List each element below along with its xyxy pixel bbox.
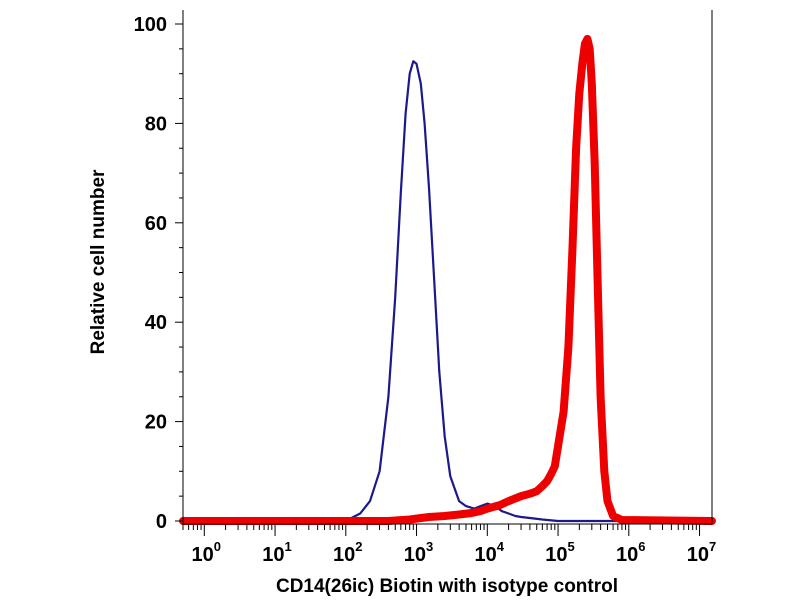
x-tick-label: 102 (333, 539, 362, 566)
x-tick-label: 100 (192, 539, 221, 566)
x-tick-label: 103 (404, 539, 433, 566)
x-tick-label: 105 (545, 539, 574, 566)
series-line-1 (181, 60, 714, 523)
x-axis-title: CD14(26ic) Biotin with isotype control (276, 576, 618, 597)
y-axis-title: Relative cell number (88, 169, 109, 354)
y-tick-label: 40 (145, 312, 167, 334)
y-tick-label: 80 (145, 113, 167, 135)
y-ticks: 0 20 40 60 80 100 (134, 14, 183, 533)
x-ticks: 100 101 102 103 104 105 106 107 (182, 524, 716, 566)
axes-layer (182, 10, 713, 525)
series-line-2 (179, 34, 716, 525)
x-tick-label: 106 (616, 539, 645, 566)
y-tick-label: 0 (156, 511, 167, 533)
y-tick-label: 20 (145, 412, 167, 434)
y-tick-label: 100 (134, 14, 167, 36)
x-tick-label: 101 (262, 539, 291, 566)
y-tick-label: 60 (145, 213, 167, 235)
series-layer (179, 34, 716, 525)
x-tick-label: 104 (475, 539, 505, 566)
x-tick-label: 107 (687, 539, 716, 566)
